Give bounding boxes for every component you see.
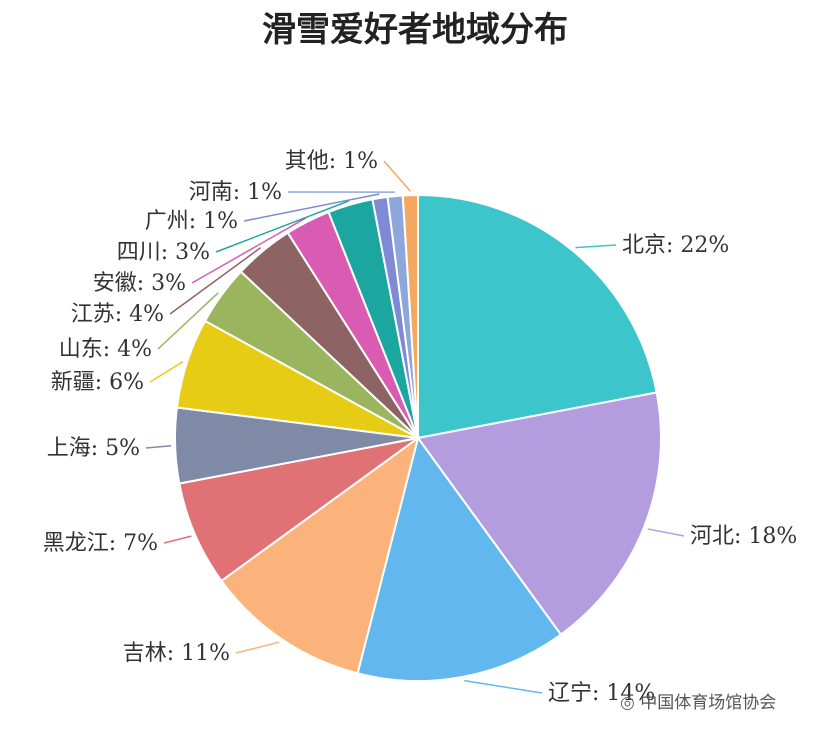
- leader-line-2: [647, 528, 685, 537]
- leader-line-5: [163, 535, 192, 544]
- slice-label-1: 北京: 22%: [622, 233, 729, 258]
- slice-label-5: 黑龙江: 7%: [43, 531, 158, 556]
- slice-label-4: 吉林: 11%: [123, 641, 230, 666]
- slice-label-8: 山东: 4%: [59, 337, 152, 362]
- pie-slice-2: [416, 391, 662, 636]
- leader-line-14: [383, 160, 411, 192]
- watermark: ◎ 中国体育场馆协会: [620, 688, 776, 713]
- leader-line-10: [191, 217, 307, 284]
- leader-line-4: [235, 641, 280, 654]
- slice-label-7: 新疆: 6%: [51, 370, 144, 395]
- watermark-text: 中国体育场馆协会: [640, 693, 777, 713]
- leader-line-9: [169, 247, 261, 315]
- pie-slice-1: [417, 193, 658, 440]
- slice-label-14: 其他: 1%: [285, 149, 378, 174]
- slice-label-10: 安徽: 3%: [93, 271, 186, 296]
- slice-label-6: 上海: 5%: [47, 436, 140, 461]
- slice-label-9: 江苏: 4%: [71, 302, 164, 327]
- chart-title: 滑雪爱好者地域分布: [262, 10, 568, 50]
- pie-slice-14: [401, 193, 419, 439]
- chat-bubble-icon: ◎: [620, 693, 641, 713]
- slice-label-11: 四川: 3%: [117, 240, 210, 265]
- pie-slice-3: [356, 435, 563, 682]
- leader-line-3: [464, 679, 543, 694]
- leader-line-7: [149, 361, 184, 383]
- slice-label-3: 辽宁: 14%: [548, 681, 655, 706]
- leader-line-6: [145, 445, 172, 449]
- leader-line-1: [575, 244, 617, 249]
- leader-line-12: [243, 193, 380, 222]
- leader-line-8: [157, 292, 219, 350]
- slice-label-12: 广州: 1%: [145, 209, 238, 234]
- slice-label-2: 河北: 18%: [690, 524, 797, 549]
- slice-label-13: 河南: 1%: [189, 180, 282, 205]
- pie-slice-5: [178, 437, 419, 583]
- leader-line-11: [215, 200, 350, 253]
- pie-slice-4: [220, 435, 420, 675]
